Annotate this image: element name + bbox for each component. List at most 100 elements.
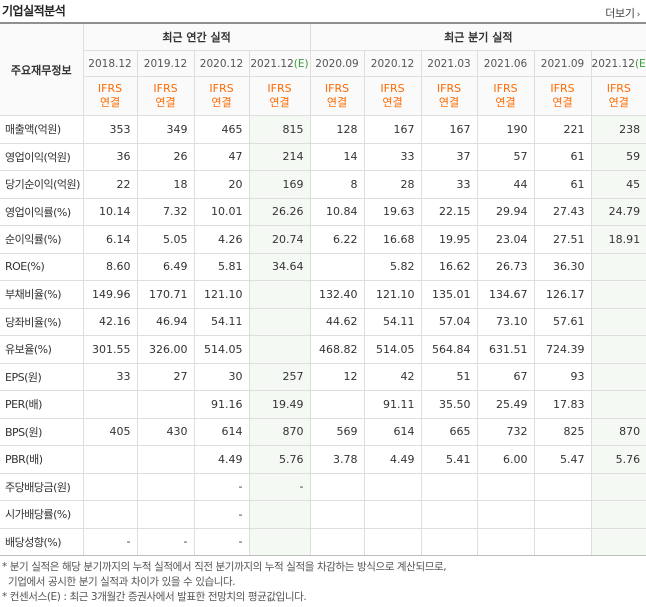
table-cell: 46.94 [136, 307, 195, 336]
table-row: BPS(원) 405 430 614 870 569 614 665 732 825 870 [0, 417, 646, 446]
ifrs-header: IFRS 연결 [193, 76, 250, 116]
row-label: 당좌비율(%) [0, 307, 84, 336]
table-cell: 8.60 [82, 252, 138, 281]
consolidated-label: 연결 [552, 96, 573, 109]
table-cell [590, 527, 646, 556]
table-cell [309, 472, 365, 501]
table-cell [476, 472, 535, 501]
periods-row: 2018.12 2019.12 2020.12 2021.12(E) 2020.09 20… [0, 50, 646, 77]
table-cell: 167 [363, 115, 422, 144]
row-label: ROE(%) [0, 252, 84, 281]
table-cell: 301.55 [82, 335, 138, 364]
table-cell: 3.78 [309, 445, 365, 474]
table-cell [82, 500, 138, 529]
table-cell: 93 [533, 362, 592, 391]
table-cell [420, 527, 478, 556]
table-cell: 30 [193, 362, 250, 391]
table-cell: 36.30 [533, 252, 592, 281]
table-cell: 47 [193, 142, 250, 171]
table-cell: 51 [420, 362, 478, 391]
table-cell [590, 390, 646, 419]
consolidated-label: 연결 [495, 96, 516, 109]
more-link[interactable]: 더보기 › [605, 5, 640, 21]
consolidated-label: 연결 [211, 96, 232, 109]
table-cell: 57 [476, 142, 535, 171]
row-label: 유보율(%) [0, 335, 84, 364]
ifrs-label: IFRS [324, 82, 350, 95]
table-cell: 214 [248, 142, 311, 171]
row-label: EPS(원) [0, 362, 84, 391]
table-cell: 22 [82, 170, 138, 199]
table-cell: 514.05 [193, 335, 250, 364]
more-label: 더보기 [605, 7, 635, 20]
table-cell: 349 [136, 115, 195, 144]
table-cell: 134.67 [476, 280, 535, 309]
table-cell [590, 307, 646, 336]
table-cell [590, 335, 646, 364]
table-row: 매출액(억원) 353 349 465 815 128 167 167 190 221 238 [0, 115, 646, 144]
table-cell [248, 335, 311, 364]
table-cell: 7.32 [136, 197, 195, 226]
table-cell: 24.79 [590, 197, 646, 226]
table-cell: 33 [420, 170, 478, 199]
table-cell: 468.82 [309, 335, 365, 364]
ifrs-header: IFRS 연결 [82, 76, 138, 116]
table-cell [533, 527, 592, 556]
table-cell: 27.51 [533, 225, 592, 254]
row-label: 주당배당금(원) [0, 472, 84, 501]
row-label: 영업이익률(%) [0, 197, 84, 226]
table-cell: 4.49 [363, 445, 422, 474]
period-label: 2021.12 [250, 57, 294, 70]
table-cell: 614 [363, 417, 422, 446]
table-cell: 12 [309, 362, 365, 391]
period-header: 2021.06 [476, 50, 535, 77]
table-cell: 870 [248, 417, 311, 446]
table-cell: 42 [363, 362, 422, 391]
table-cell [590, 472, 646, 501]
footnote-1: * 분기 실적은 해당 분기까지의 누적 실적에서 직전 분기까지의 누적 실적… [2, 561, 447, 573]
table-row: 시가배당률(%) - [0, 500, 646, 529]
table-cell: 29.94 [476, 197, 535, 226]
table-cell: 121.10 [363, 280, 422, 309]
table-cell: 353 [82, 115, 138, 144]
table-cell: 44 [476, 170, 535, 199]
table-cell: 23.04 [476, 225, 535, 254]
table-cell: 10.01 [193, 197, 250, 226]
table-cell: 6.14 [82, 225, 138, 254]
table-cell [309, 527, 365, 556]
table-cell: 4.49 [193, 445, 250, 474]
row-label: 영업이익(억원) [0, 142, 84, 171]
table-cell [248, 280, 311, 309]
table-row: EPS(원) 33 27 30 257 12 42 51 67 93 [0, 362, 646, 391]
ifrs-header: IFRS 연결 [533, 76, 592, 116]
table-cell: 10.14 [82, 197, 138, 226]
table-cell: 61 [533, 142, 592, 171]
table-cell: 54.11 [193, 307, 250, 336]
table-cell [248, 500, 311, 529]
period-header: 2018.12 [82, 50, 138, 77]
table-body: 매출액(억원) 353 349 465 815 128 167 167 190 221 238 영업이… [0, 115, 646, 556]
table-row: 순이익률(%) 6.14 5.05 4.26 20.74 6.22 16.68 19.95 23… [0, 225, 646, 254]
footnotes: * 분기 실적은 해당 분기까지의 누적 실적에서 직전 분기까지의 누적 실적… [2, 560, 642, 605]
table-cell: 8 [309, 170, 365, 199]
table-cell: 569 [309, 417, 365, 446]
period-label: 2020.12 [370, 57, 415, 70]
row-label: BPS(원) [0, 417, 84, 446]
quarter-group-header: 최근 분기 실적 [309, 22, 646, 51]
table-cell: 26 [136, 142, 195, 171]
table-cell: 121.10 [193, 280, 250, 309]
table-row: 영업이익(억원) 36 26 47 214 14 33 37 57 61 59 [0, 142, 646, 171]
table-cell [590, 252, 646, 281]
table-cell: 37 [420, 142, 478, 171]
table-cell [590, 500, 646, 529]
table-cell: 18.91 [590, 225, 646, 254]
ifrs-header: IFRS 연결 [363, 76, 422, 116]
table-cell: 28 [363, 170, 422, 199]
table-cell [363, 527, 422, 556]
table-cell: 16.62 [420, 252, 478, 281]
ifrs-label: IFRS [606, 82, 631, 95]
footnote-3: * 컨센서스(E) : 최근 3개월간 증권사에서 발표한 전망치의 평균값입니… [2, 591, 307, 603]
table-cell: 238 [590, 115, 646, 144]
table-cell [309, 500, 365, 529]
ifrs-label: IFRS [267, 82, 292, 95]
